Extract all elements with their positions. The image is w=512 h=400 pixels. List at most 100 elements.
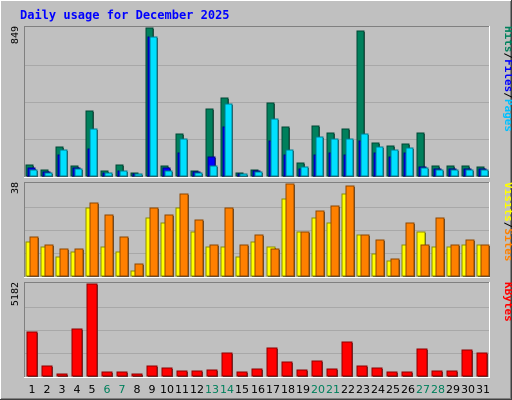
bar-pages-day-23 [360, 133, 369, 177]
bar-pages-day-15 [239, 173, 248, 177]
x-tick-label-20: 20 [311, 383, 325, 396]
bar-pages-day-5 [89, 128, 98, 177]
x-tick-label-16: 16 [251, 383, 265, 396]
bar-sites-day-11 [179, 193, 189, 277]
bar-sites-day-17 [270, 248, 280, 277]
legend-label: Pages [502, 99, 512, 132]
bar-sites-day-3 [59, 248, 69, 277]
bar-pages-day-13 [209, 165, 218, 177]
panel-visits: 38 Visits/Sites [10, 182, 512, 278]
bar-kbytes-day-10 [161, 367, 173, 377]
bar-pages-day-8 [134, 173, 143, 177]
x-axis-tick-labels: 1 2 3 4 5 6 7 8 9 10 11 12 13 14 15 16 17 18 19 20 21 22 23 24 2… [29, 383, 491, 396]
x-tick-label-21: 21 [326, 383, 340, 396]
bar-sites-day-7 [119, 236, 129, 277]
bar-kbytes-day-6 [101, 371, 113, 377]
x-tick-label-30: 30 [461, 383, 475, 396]
bar-sites-day-26 [405, 222, 415, 277]
bar-sites-day-5 [89, 202, 99, 277]
bar-kbytes-day-5 [86, 283, 98, 377]
legend-label: / [502, 92, 512, 99]
bar-kbytes-day-4 [71, 328, 83, 377]
bar-kbytes-day-28 [431, 370, 443, 377]
x-tick-label-2: 2 [44, 383, 51, 396]
x-tick-label-24: 24 [371, 383, 385, 396]
bar-sites-day-20 [315, 210, 325, 277]
bar-sites-day-29 [450, 244, 460, 277]
bar-sites-day-4 [74, 248, 84, 277]
bar-sites-day-10 [164, 214, 174, 277]
panel-visits-max-label: 38 [10, 182, 21, 194]
bar-kbytes-day-1 [26, 331, 38, 377]
bar-pages-day-7 [119, 170, 128, 177]
bar-pages-day-25 [390, 149, 399, 177]
bar-sites-day-15 [239, 244, 249, 277]
x-tick-label-11: 11 [175, 383, 189, 396]
x-tick-label-26: 26 [401, 383, 415, 396]
legend-label: KBytes [502, 282, 512, 322]
x-tick-label-3: 3 [59, 383, 66, 396]
x-tick-label-31: 31 [476, 383, 490, 396]
chart-panels: 849Hits/Files/Pages38Visits/Sites5182KBy… [10, 26, 512, 378]
bar-pages-day-12 [194, 172, 203, 177]
bar-pages-day-22 [345, 138, 354, 177]
bar-kbytes-day-8 [131, 373, 143, 377]
bar-sites-day-19 [300, 231, 310, 277]
bar-kbytes-day-23 [356, 365, 368, 377]
panel-hits-max-label: 849 [10, 26, 21, 44]
bar-pages-day-1 [29, 169, 38, 177]
bar-sites-day-16 [254, 234, 264, 277]
bar-sites-day-31 [480, 244, 490, 277]
bar-pages-day-19 [300, 166, 309, 177]
bar-kbytes-day-15 [236, 371, 248, 377]
bar-sites-day-12 [194, 219, 204, 277]
bar-sites-day-30 [465, 239, 475, 277]
x-tick-label-5: 5 [89, 383, 96, 396]
bar-kbytes-day-13 [206, 369, 218, 377]
x-tick-label-29: 29 [446, 383, 460, 396]
bar-pages-day-28 [435, 169, 444, 177]
legend-label: Hits [502, 26, 512, 53]
bar-pages-day-10 [164, 170, 173, 177]
x-tick-label-19: 19 [296, 383, 310, 396]
bar-kbytes-day-16 [251, 368, 263, 377]
bar-kbytes-day-21 [326, 368, 338, 377]
bar-sites-day-1 [29, 236, 39, 277]
legend-label: Files [502, 59, 512, 92]
bar-kbytes-day-31 [476, 352, 488, 377]
legend-label: Sites [502, 228, 512, 261]
bar-kbytes-day-12 [191, 370, 203, 377]
x-tick-label-13: 13 [205, 383, 219, 396]
bar-kbytes-day-24 [371, 367, 383, 377]
panel-visits-legend: Visits/Sites [502, 182, 512, 262]
bar-kbytes-day-11 [176, 370, 188, 377]
x-tick-label-8: 8 [134, 383, 141, 396]
bar-kbytes-day-20 [311, 360, 323, 377]
bar-pages-day-24 [375, 146, 384, 177]
x-tick-label-27: 27 [416, 383, 430, 396]
bar-kbytes-day-22 [341, 341, 353, 377]
bar-sites-day-2 [44, 244, 54, 277]
legend-label: Visits [502, 182, 512, 222]
bar-kbytes-day-7 [116, 371, 128, 377]
bar-sites-day-8 [134, 263, 144, 277]
bar-kbytes-day-14 [221, 352, 233, 377]
panel-kbytes-max-label: 5182 [10, 282, 21, 306]
bar-pages-day-4 [74, 168, 83, 177]
x-tick-label-12: 12 [190, 383, 204, 396]
bar-pages-day-29 [450, 169, 459, 177]
bar-kbytes-day-29 [446, 370, 458, 377]
x-tick-label-22: 22 [341, 383, 355, 396]
bar-kbytes-day-2 [41, 365, 53, 377]
bar-pages-day-11 [179, 138, 188, 177]
bar-kbytes-day-17 [266, 347, 278, 377]
panel-hits-legend: Hits/Files/Pages [502, 26, 512, 132]
x-tick-label-1: 1 [29, 383, 36, 396]
x-tick-label-10: 10 [160, 383, 174, 396]
bar-kbytes-day-9 [146, 365, 158, 377]
x-tick-label-18: 18 [281, 383, 295, 396]
panel-kbytes: 5182 KBytes [10, 282, 512, 378]
x-tick-label-17: 17 [266, 383, 280, 396]
bar-kbytes-day-30 [461, 349, 473, 377]
